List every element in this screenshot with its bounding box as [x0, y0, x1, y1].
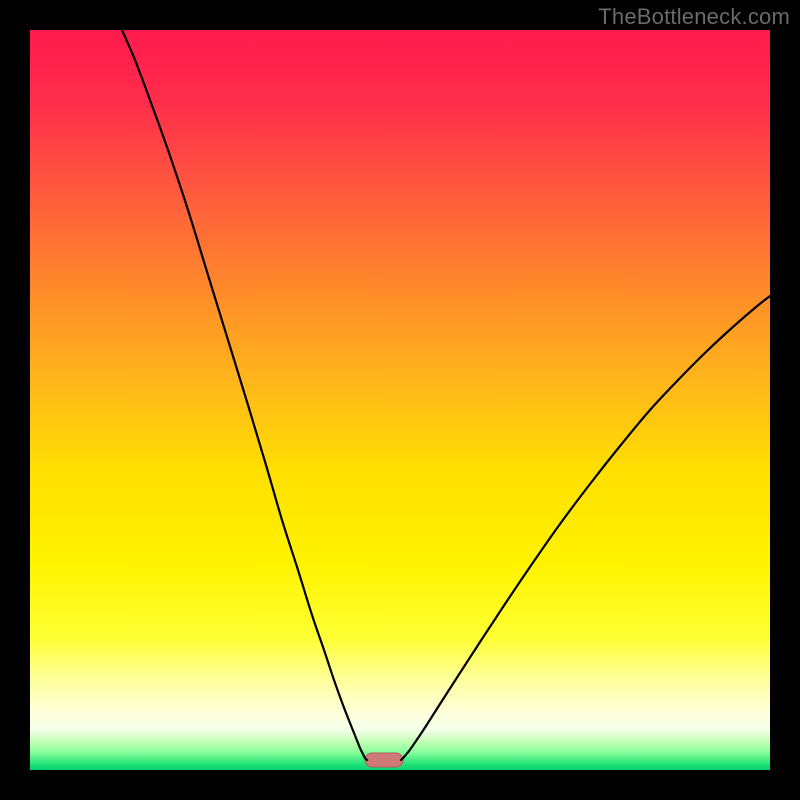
chart-stage: TheBottleneck.com [0, 0, 800, 800]
chart-svg [0, 0, 800, 800]
watermark-text: TheBottleneck.com [598, 4, 790, 30]
dip-marker [365, 753, 403, 767]
